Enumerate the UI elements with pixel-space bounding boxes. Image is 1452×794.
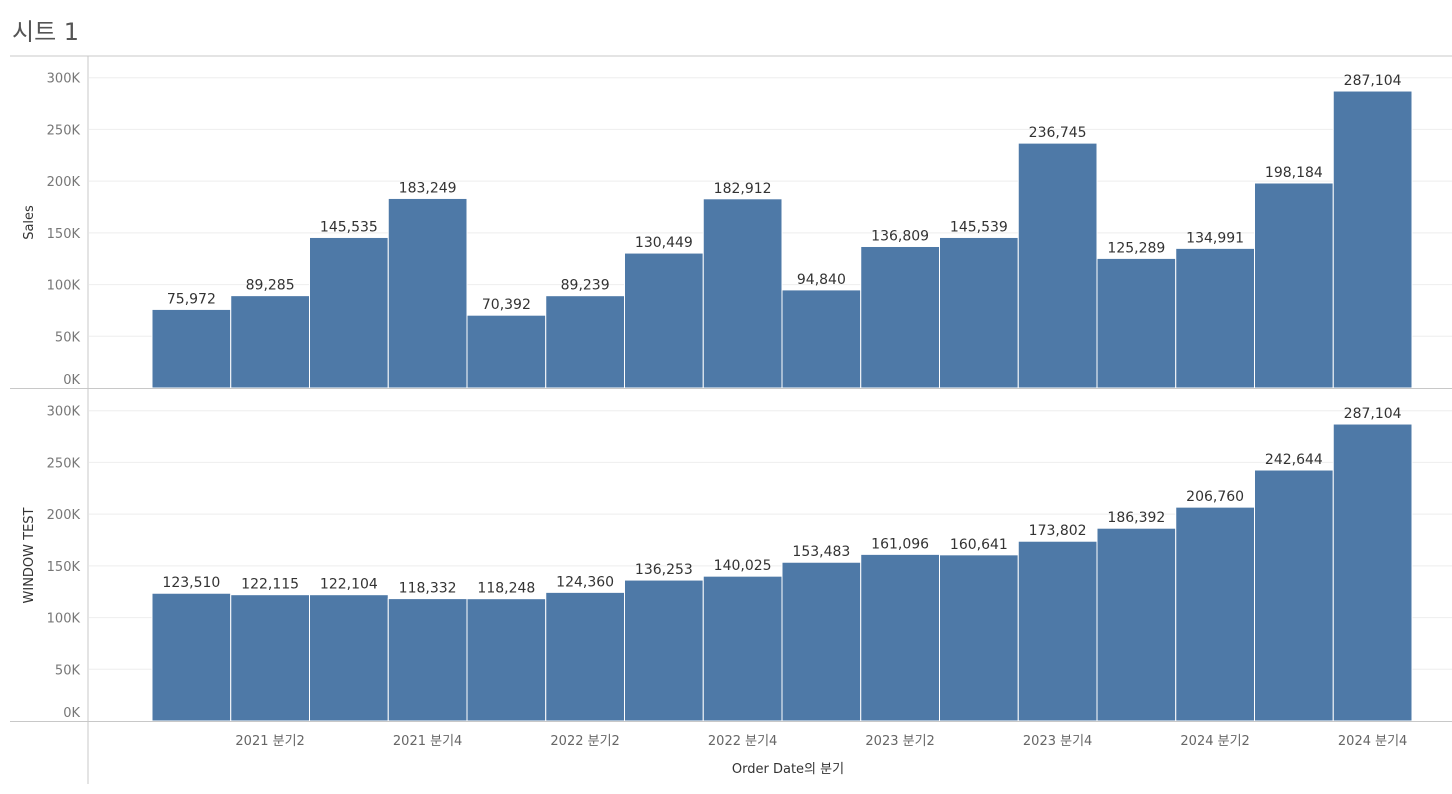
bar[interactable] [230,295,310,389]
y-tick-label: 0K [63,373,80,388]
bar[interactable] [860,245,940,389]
y-tick-label: 300K [47,405,81,420]
data-label: 118,248 [477,581,535,597]
x-tick-label: 2022 분기2 [550,734,619,749]
data-label: 186,392 [1107,510,1165,526]
data-label: 198,184 [1265,165,1323,181]
bar[interactable] [1096,257,1177,389]
bar[interactable] [151,308,232,389]
x-tick-label: 2024 분기2 [1180,734,1249,749]
bar[interactable] [939,554,1019,722]
bar[interactable] [702,575,783,722]
bar[interactable] [781,561,862,722]
bar[interactable] [1096,527,1177,722]
y-tick-label: 0K [63,706,80,721]
data-label: 94,840 [797,272,846,288]
bar[interactable] [387,197,468,389]
data-label: 123,510 [162,575,220,591]
bar[interactable] [939,236,1019,389]
y-tick-label: 200K [47,508,81,523]
data-label: 136,809 [871,228,929,244]
bar[interactable] [1017,540,1098,722]
data-label: 153,483 [792,544,850,560]
y-axis-title: WINDOW TEST [22,507,37,603]
bar[interactable] [1017,142,1098,389]
y-tick-label: 50K [55,330,81,345]
data-label: 161,096 [871,536,929,552]
data-label: 124,360 [556,574,614,590]
bar[interactable] [1175,247,1255,389]
y-tick-label: 50K [55,663,81,678]
x-tick-label: 2021 분기2 [235,734,304,749]
data-label: 287,104 [1344,73,1402,89]
data-label: 70,392 [482,297,531,313]
data-label: 75,972 [167,291,216,307]
bar[interactable] [781,289,862,389]
x-tick-label: 2023 분기2 [865,734,934,749]
data-label: 89,285 [246,278,295,294]
sheet-title: 시트 1 [12,18,80,46]
x-tick-label: 2021 분기4 [393,734,462,749]
y-tick-label: 150K [47,560,81,575]
data-label: 122,104 [320,577,378,593]
bar[interactable] [309,594,389,722]
x-axis-title: Order Date의 분기 [732,762,844,777]
y-tick-label: 150K [47,227,81,242]
y-tick-label: 100K [47,279,81,294]
x-tick-label: 2022 분기4 [708,734,777,749]
bar[interactable] [1175,506,1255,722]
data-label: 145,539 [950,219,1008,235]
bar[interactable] [860,553,940,722]
y-axis-title: Sales [22,205,37,240]
data-label: 287,104 [1344,406,1402,422]
data-label: 122,115 [241,577,299,593]
bar[interactable] [1332,423,1413,722]
bar[interactable] [1254,469,1334,722]
data-label: 206,760 [1186,489,1244,505]
y-tick-label: 300K [47,72,81,87]
bar[interactable] [230,594,310,722]
y-tick-label: 250K [47,456,81,471]
data-label: 118,332 [399,581,457,597]
bar[interactable] [624,252,704,389]
data-label: 145,535 [320,219,378,235]
data-label: 160,641 [950,537,1008,553]
bar[interactable] [387,598,468,722]
data-label: 183,249 [399,180,457,196]
x-tick-label: 2023 분기4 [1023,734,1092,749]
x-tick-label: 2024 분기4 [1338,734,1407,749]
data-label: 136,253 [635,562,693,578]
bar[interactable] [1254,182,1334,389]
data-label: 134,991 [1186,230,1244,246]
y-tick-label: 200K [47,175,81,190]
data-label: 242,644 [1265,452,1323,468]
bar[interactable] [545,295,625,389]
bar[interactable] [466,314,547,389]
bar[interactable] [702,198,783,389]
y-tick-label: 250K [47,123,81,138]
bar[interactable] [624,579,704,722]
data-label: 236,745 [1029,125,1087,141]
bar[interactable] [466,598,547,722]
data-label: 130,449 [635,235,693,251]
bar[interactable] [1332,90,1413,389]
data-label: 125,289 [1107,240,1165,256]
bar[interactable] [545,591,625,722]
bar[interactable] [151,592,232,722]
data-label: 140,025 [714,558,772,574]
data-label: 182,912 [714,181,772,197]
data-label: 89,239 [561,278,610,294]
bar[interactable] [309,236,389,389]
data-label: 173,802 [1029,523,1087,539]
y-tick-label: 100K [47,612,81,627]
